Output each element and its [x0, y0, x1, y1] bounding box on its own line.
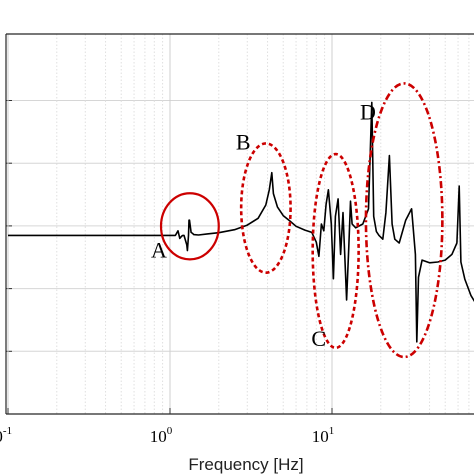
annotation-label-c: C: [311, 326, 326, 351]
x-tick-label-2: 101: [312, 425, 335, 446]
series-layer: [8, 101, 474, 343]
annotation-ellipse-a: [159, 192, 220, 261]
annotation-ellipse-b: [239, 142, 292, 274]
axes-frame: [5, 33, 474, 415]
x-tick-label-1: 100: [150, 425, 173, 446]
grid: [6, 34, 474, 414]
annotation-label-d: D: [360, 99, 376, 124]
series-line-0: [8, 101, 474, 343]
annotation-label-b: B: [236, 129, 251, 154]
annotation-ellipse-c: [311, 152, 360, 350]
x-tick-labels: 10-1 100 101: [0, 408, 334, 446]
annotation-label-a: A: [151, 237, 167, 262]
x-axis-label: Frequency [Hz]: [188, 455, 303, 474]
x-tick-label-0: 10-1: [0, 425, 12, 446]
annotation-layer: A B C D: [151, 82, 444, 359]
annotation-ellipse-d: [364, 82, 444, 359]
